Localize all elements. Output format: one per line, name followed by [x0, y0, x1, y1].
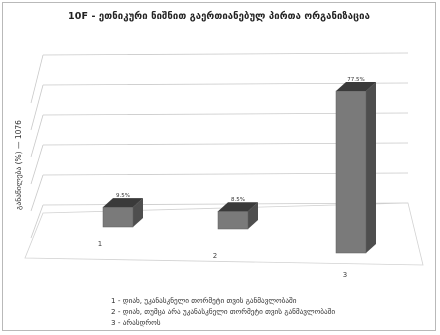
chart-frame: 10F - ეთნიკური ნიშნით გაერთიანებულ პირთა… [2, 2, 436, 331]
side-gridline [30, 144, 44, 185]
side-gridline [30, 54, 44, 104]
legend-item-2: 2 - დიახ, თუმცა არა უკანასკნელი თორმეტი … [111, 307, 336, 316]
bar-1 [102, 206, 134, 228]
side-gridline [30, 204, 44, 239]
chart-title: 10F - ეთნიკური ნიშნით გაერთიანებულ პირთა… [68, 11, 370, 22]
bar-2 [217, 210, 249, 230]
x-tick-label-3: 3 [343, 271, 347, 279]
data-label-3: 77.5% [347, 77, 364, 83]
chart-legend: 1 - დიახ, უკანასკნელი თორმეტი თვის განმა… [111, 295, 335, 328]
chart-plot: 9.5% 1 8.5% 2 77.5% 3 [24, 52, 424, 279]
x-tick-label-1: 1 [98, 240, 102, 248]
floor-plane [24, 202, 424, 266]
legend-item-1: 1 - დიახ, უკანასკნელი თორმეტი თვის განმა… [111, 296, 297, 305]
side-gridline [30, 114, 44, 158]
legend-item-3: 3 - არასდროს [111, 318, 161, 327]
side-gridline [30, 84, 44, 131]
bars-layer [102, 82, 376, 254]
side-gridline [30, 174, 44, 212]
bar-1-side [133, 198, 143, 227]
bar-1-top [103, 198, 143, 208]
bar-3-side [366, 82, 376, 253]
labels-layer: 9.5% 1 8.5% 2 77.5% 3 [98, 77, 365, 279]
gridline [42, 52, 409, 56]
floor-layer [24, 202, 424, 266]
bar-3-top [336, 82, 376, 91]
bar-2-top [218, 202, 258, 212]
bar-3 [335, 90, 367, 254]
x-tick-label-2: 2 [213, 252, 217, 260]
bar-2-side [248, 202, 258, 229]
data-label-1: 9.5% [116, 193, 130, 199]
data-label-2: 8.5% [231, 197, 245, 203]
